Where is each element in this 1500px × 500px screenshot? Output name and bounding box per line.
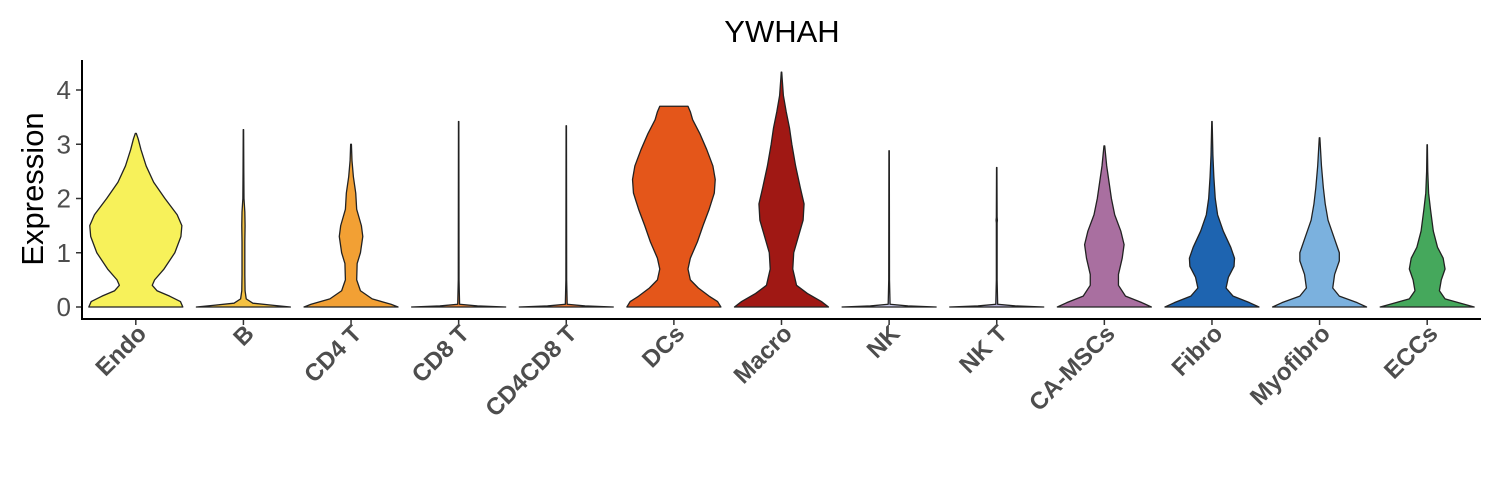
y-axis-label: Expression [15,112,50,265]
violin-cd4-t [303,143,399,308]
violin-macro [733,71,830,308]
chart-title: YWHAH [724,14,839,49]
x-tick-label-cd4-t: CD4 T [299,320,367,388]
y-tick-label-1: 1 [57,238,71,268]
x-tick-label-myofibro: Myofibro [1245,320,1336,411]
x-tick-label-eccs: ECCs [1379,320,1443,384]
violin-dcs [626,105,722,308]
violin-group [88,71,1475,308]
x-tick-label-cd8-t: CD8 T [407,320,475,388]
x-tick-label-nk: NK [862,320,906,364]
violin-nk [841,150,937,308]
violin-endo [88,132,184,308]
violin-cd4cd8-t [518,125,614,308]
violin-cd8-t [411,120,507,308]
y-axis-ticks: 0 1 2 3 4 [57,75,82,322]
violin-myofibro [1271,137,1368,308]
x-axis-ticks: Endo B CD4 T CD8 T CD4CD8 T DCs Macro NK NK T CA-… [91,319,1443,422]
violin-fibro [1164,120,1260,308]
x-tick-label-cd4cd8-t: CD4CD8 T [480,320,582,422]
x-tick-label-endo: Endo [91,320,153,382]
y-tick-label-3: 3 [57,129,71,159]
x-tick-label-macro: Macro [729,320,798,389]
x-tick-label-dcs: DCs [637,320,690,373]
x-tick-label-fibro: Fibro [1167,320,1229,382]
x-tick-label-ca-mscs: CA-MSCs [1024,320,1120,416]
y-tick-label-2: 2 [57,184,71,214]
violin-b [195,128,292,308]
y-tick-label-0: 0 [57,292,71,322]
violin-ca-mscs [1056,145,1152,308]
x-tick-label-nk-t: NK T [954,320,1013,379]
violin-eccs [1379,144,1475,308]
y-tick-label-4: 4 [57,75,71,105]
violin-nk-t [949,166,1045,308]
x-tick-label-b: B [228,320,259,351]
